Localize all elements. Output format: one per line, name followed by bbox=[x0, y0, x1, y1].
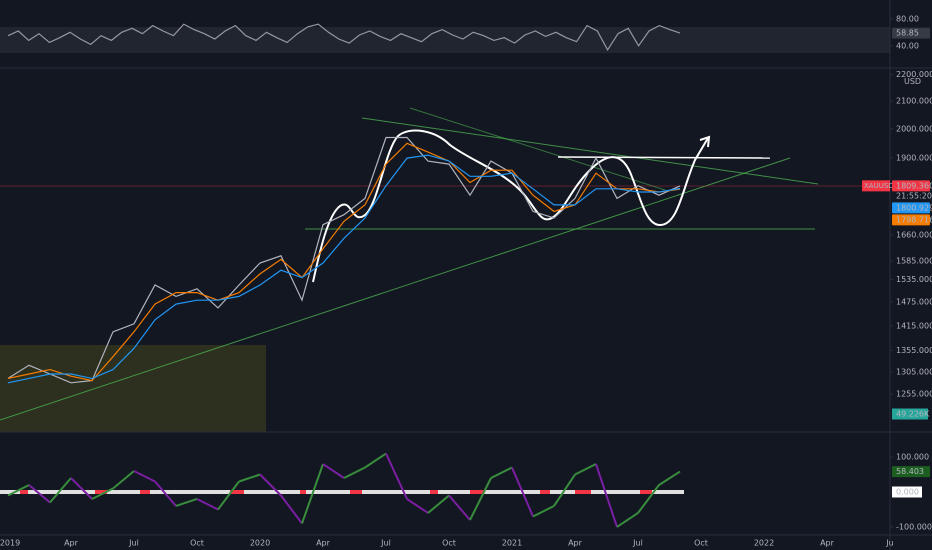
oscillator-segment bbox=[133, 470, 156, 483]
price-badge bbox=[892, 180, 930, 192]
zero-badge bbox=[892, 486, 922, 498]
time-label: 2022 bbox=[754, 539, 774, 548]
oscillator-segment bbox=[322, 463, 345, 479]
y-tick-label: 1660.000 bbox=[896, 230, 932, 239]
oscillator-segment bbox=[364, 452, 387, 469]
y-tick-label: 80.00 bbox=[896, 14, 919, 23]
y-tick-label: 2100.000 bbox=[896, 97, 932, 106]
price-badge-label: 1809.360 bbox=[896, 181, 932, 190]
time-label: Oct bbox=[694, 539, 708, 548]
drawn-pattern bbox=[312, 129, 709, 283]
oscillator-segment bbox=[175, 498, 198, 507]
price-badge-label: 1798.716 bbox=[896, 215, 932, 224]
time-label: 2020 bbox=[250, 539, 270, 548]
time-label: Oct bbox=[442, 539, 456, 548]
time-label: Ju bbox=[885, 539, 893, 548]
oscillator-segment bbox=[238, 473, 261, 483]
y-tick-label: 1255.000 bbox=[896, 390, 932, 399]
y-tick-label: 1535.000 bbox=[896, 275, 932, 284]
oscillator-segment bbox=[217, 480, 240, 511]
oscillator-segment bbox=[301, 463, 324, 524]
oscillator-segment bbox=[490, 466, 513, 479]
oscillator-segment bbox=[343, 466, 366, 479]
oscillator-segment bbox=[385, 453, 408, 500]
time-label: Jul bbox=[632, 539, 643, 548]
oscillator-segment bbox=[70, 477, 93, 500]
oscillator-segment bbox=[553, 473, 576, 507]
time-label: 2019 bbox=[0, 539, 20, 548]
oscillator-segment bbox=[637, 484, 660, 514]
oscillator-segment bbox=[595, 463, 618, 528]
y-tick-label: 2200.000 bbox=[896, 70, 932, 79]
y-tick-label: 40.00 bbox=[896, 41, 919, 50]
oscillator-segment bbox=[154, 480, 177, 507]
y-tick-label: 1900.000 bbox=[896, 154, 932, 163]
price-line-series bbox=[7, 154, 681, 384]
oscillator-segment bbox=[259, 473, 282, 497]
time-label: Oct bbox=[190, 539, 204, 548]
trend-line bbox=[361, 117, 819, 185]
time-label: Apr bbox=[316, 539, 331, 548]
oscillator-segment bbox=[28, 484, 51, 504]
time-label: 2021 bbox=[502, 539, 522, 548]
trend-line bbox=[409, 107, 666, 191]
oscillator-segment bbox=[511, 467, 534, 517]
oscillator-segment bbox=[448, 494, 471, 521]
time-label: Jul bbox=[128, 539, 139, 548]
zero-badge-label: 0.000 bbox=[896, 487, 919, 496]
y-tick-label: 2000.000 bbox=[896, 124, 932, 133]
price-line-series bbox=[7, 142, 681, 382]
price-badge bbox=[892, 214, 930, 226]
y-tick-label: 1585.000 bbox=[896, 257, 932, 266]
volume-label: 49.226K bbox=[896, 410, 930, 419]
oscillator-segment bbox=[658, 470, 681, 486]
oscillator-segment bbox=[406, 498, 429, 514]
arrow-head bbox=[699, 135, 711, 148]
highlight-box bbox=[0, 345, 266, 432]
y-tick-label: -100.000 bbox=[896, 522, 932, 531]
price-badge bbox=[892, 202, 930, 214]
oscillator-segment bbox=[616, 512, 639, 528]
time-label: Apr bbox=[64, 539, 79, 548]
trend-line bbox=[0, 157, 791, 421]
time-label: Apr bbox=[568, 539, 583, 548]
oscillator-segment bbox=[574, 463, 597, 476]
rsi-line bbox=[7, 23, 681, 51]
price-badge-label: 58.403 bbox=[896, 467, 924, 476]
neckline bbox=[557, 156, 771, 159]
oscillator-segment bbox=[427, 494, 450, 514]
oscillator-segment bbox=[469, 477, 492, 521]
oscillator-segment bbox=[532, 505, 555, 518]
y-tick-label: 1355.000 bbox=[896, 346, 932, 355]
volume-badge bbox=[892, 408, 928, 420]
price-badge bbox=[892, 27, 930, 39]
oscillator-segment bbox=[91, 487, 114, 500]
price-badge bbox=[892, 466, 930, 478]
price-badge-label: 1800.929 bbox=[896, 203, 932, 212]
y-tick-label: 100.000 bbox=[896, 453, 929, 462]
oscillator-segment bbox=[112, 470, 135, 490]
symbol-label: XAUUSD bbox=[864, 182, 894, 190]
countdown: 21:55:20 bbox=[896, 191, 932, 200]
oscillator-segment bbox=[7, 484, 30, 497]
y-tick-label: 1475.000 bbox=[896, 298, 932, 307]
symbol-badge bbox=[862, 180, 890, 192]
time-label: Apr bbox=[820, 539, 835, 548]
currency-label: USD bbox=[904, 77, 921, 86]
y-tick-label: 1415.000 bbox=[896, 321, 932, 330]
oscillator-segment bbox=[280, 494, 303, 525]
oscillator-segment bbox=[196, 498, 219, 511]
price-badge-label: 58.85 bbox=[896, 29, 919, 38]
time-label: Jul bbox=[380, 539, 391, 548]
oscillator-segment bbox=[49, 477, 72, 504]
y-tick-label: 1305.000 bbox=[896, 367, 932, 376]
